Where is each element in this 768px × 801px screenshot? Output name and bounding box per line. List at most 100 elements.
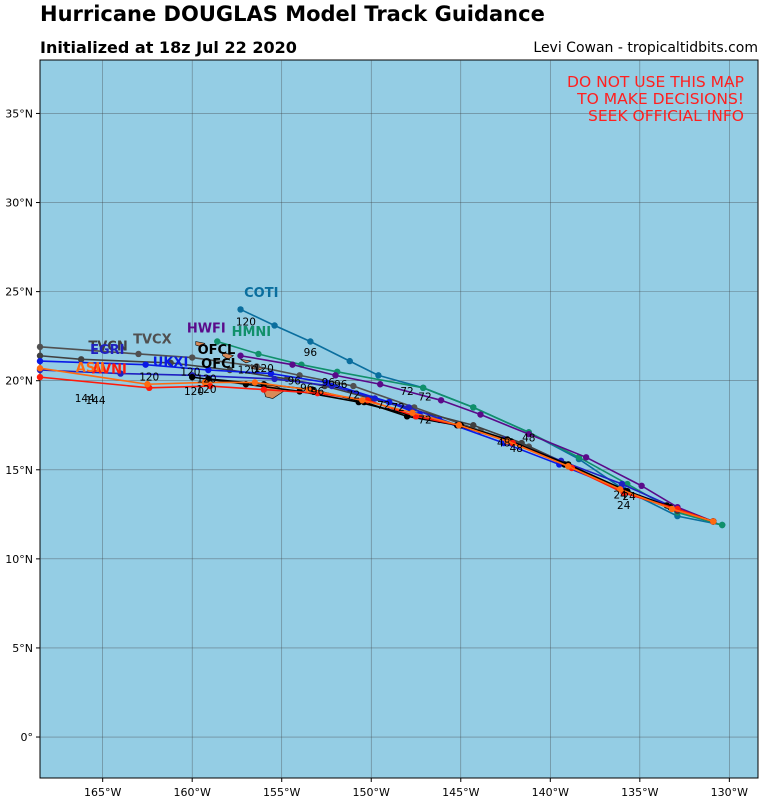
track-name-label: OFCI [201, 357, 235, 372]
forecast-hour-label: 24 [613, 489, 627, 501]
track-point [77, 356, 85, 363]
track-point [267, 370, 275, 377]
lon-tick-label: 155°W [263, 786, 300, 799]
track-point [205, 366, 212, 374]
track-point [289, 361, 296, 368]
track-name-label: AVNI [92, 363, 127, 378]
lat-tick-label: 10°N [5, 553, 33, 566]
track-point [718, 521, 726, 529]
track-point [385, 398, 393, 406]
lon-tick-label: 140°W [532, 786, 569, 799]
track-point [251, 379, 259, 386]
track-name-label: HWFI [187, 322, 226, 337]
island [240, 359, 252, 364]
track-point [201, 379, 208, 386]
forecast-hour-label: 96 [311, 386, 325, 398]
island [222, 351, 235, 360]
lon-tick-label: 135°W [621, 786, 658, 799]
forecast-hour-label: 120 [254, 363, 274, 375]
lon-tick-label: 165°W [84, 786, 121, 799]
track-point [271, 322, 278, 329]
lat-tick-label: 35°N [5, 107, 33, 120]
track-point [470, 422, 477, 429]
forecast-hour-label: 72 [400, 386, 413, 398]
track-name-label: OFCL [198, 343, 236, 358]
forecast-hour-label: 24 [622, 491, 636, 503]
forecast-hour-label: 72 [391, 402, 404, 414]
track-name-label: COTI [244, 286, 278, 301]
track-point [144, 381, 151, 388]
graticule [40, 60, 758, 778]
lon-tick-label: 130°W [711, 786, 748, 799]
track-point [255, 350, 262, 358]
forecast-hour-label: 96 [288, 375, 302, 387]
track-point [36, 352, 44, 359]
ocean-area [39, 59, 759, 779]
forecast-hour-label: 120 [196, 384, 216, 396]
lat-tick-label: 5°N [12, 642, 33, 655]
track-point [260, 386, 268, 393]
track-point [455, 422, 463, 429]
track-point [142, 361, 149, 368]
forecast-hour-label: 144 [85, 395, 105, 407]
forecast-hour-label: 120 [196, 373, 216, 385]
warning-line: DO NOT USE THIS MAP [567, 73, 744, 91]
map-subtitle: Initialized at 18z Jul 22 2020 [40, 38, 297, 57]
track-point [188, 354, 196, 361]
lat-tick-label: 30°N [5, 197, 33, 210]
track-point [135, 350, 142, 358]
track-point [477, 411, 484, 418]
track-point [504, 438, 511, 445]
track-point [409, 409, 416, 416]
island [195, 341, 206, 348]
track-name-label: ASII [76, 361, 105, 376]
forecast-hour-label: 72 [347, 390, 360, 402]
track-point [36, 343, 44, 351]
track-point [237, 306, 244, 313]
forecast-hour-label: 120 [236, 316, 256, 328]
lat-tick-label: 20°N [5, 375, 33, 388]
lon-tick-label: 145°W [442, 786, 479, 799]
track-point [253, 363, 260, 370]
forecast-hour-label: 72 [418, 414, 431, 426]
track-point [618, 480, 626, 488]
track-point [167, 359, 174, 367]
track-point [525, 430, 533, 438]
track-name-label: EGRI [90, 343, 124, 358]
track-point [296, 372, 303, 379]
track-point [582, 454, 590, 461]
track-point [638, 482, 645, 490]
map-title: Hurricane DOUGLAS Model Track Guidance [40, 2, 545, 26]
track-point [305, 386, 312, 393]
forecast-hour-label: 120 [238, 365, 258, 377]
track-point [36, 365, 44, 372]
forecast-hour-label: 48 [497, 438, 510, 450]
model-tracks [36, 306, 726, 529]
lat-tick-label: 15°N [5, 464, 33, 477]
forecast-hour-label: 72 [418, 391, 431, 403]
track-point [470, 404, 477, 411]
warning-line: SEEK OFFICIAL INFO [588, 107, 744, 125]
track-name-label: HMNI [232, 325, 272, 340]
track-point [616, 486, 624, 493]
track-point [419, 384, 427, 392]
forecast-hour-label: 72 [377, 400, 390, 412]
forecast-hour-label: 144 [75, 393, 95, 405]
track-point [346, 357, 353, 365]
track-point [375, 372, 382, 379]
track-point [237, 352, 244, 359]
map-credit: Levi Cowan - tropicaltidbits.com [533, 40, 758, 56]
lon-tick-label: 150°W [353, 786, 390, 799]
track-point [437, 397, 445, 404]
track-point [307, 338, 314, 345]
track-point [332, 372, 339, 379]
track-point [565, 463, 572, 470]
forecast-hour-label: 96 [322, 377, 336, 389]
track-name-label: TVCX [133, 332, 172, 347]
track-point [376, 381, 384, 388]
track-name-label: UKXI [153, 355, 189, 370]
forecast-hour-label: 96 [304, 347, 318, 359]
track-name-label: TVCN [88, 339, 127, 354]
forecast-hour-label: 120 [180, 366, 200, 378]
